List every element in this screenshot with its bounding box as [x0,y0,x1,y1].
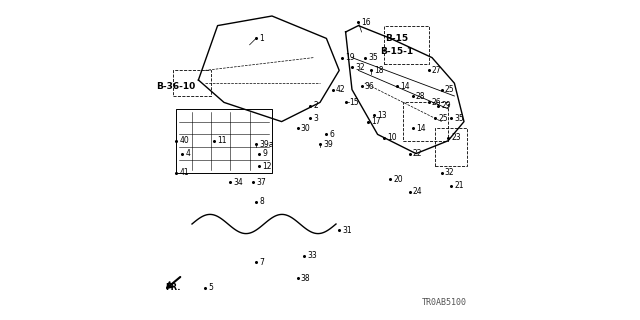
Text: 24: 24 [413,188,422,196]
Text: FR.: FR. [165,284,180,292]
Text: 35: 35 [368,53,378,62]
Text: 29: 29 [442,101,451,110]
Text: 14: 14 [400,82,410,91]
Text: 31: 31 [342,226,352,235]
Text: 16: 16 [362,18,371,27]
Text: 11: 11 [218,136,227,145]
Text: 1: 1 [259,34,264,43]
Text: 27: 27 [432,66,442,75]
Text: 13: 13 [378,111,387,120]
Bar [384,26,429,64]
Text: 28: 28 [416,92,426,100]
Text: 20: 20 [394,175,403,184]
Text: 15: 15 [349,98,358,107]
Text: 35: 35 [454,114,464,123]
Text: 25: 25 [445,85,454,94]
Text: 33: 33 [307,252,317,260]
Text: 22: 22 [413,149,422,158]
Text: 14: 14 [416,124,426,132]
Bar [435,128,467,166]
Text: 42: 42 [336,85,346,94]
Text: 3: 3 [314,114,319,123]
Text: 7: 7 [259,258,264,267]
Text: TR0AB5100: TR0AB5100 [422,298,467,307]
Text: 2: 2 [314,101,318,110]
Text: 30: 30 [301,124,310,132]
Text: B-36-10: B-36-10 [156,82,196,91]
Text: 34: 34 [234,178,243,187]
Text: 21: 21 [454,181,464,190]
Text: 32: 32 [355,63,365,72]
Text: 38: 38 [301,274,310,283]
Text: 12: 12 [262,162,272,171]
Text: 18: 18 [374,66,384,75]
Text: 10: 10 [387,133,397,142]
Text: 36: 36 [365,82,374,91]
Text: 32: 32 [445,168,454,177]
Text: 25: 25 [438,114,448,123]
Text: B-15-1: B-15-1 [380,47,413,56]
Text: 9: 9 [262,149,268,158]
Text: 41: 41 [179,168,189,177]
Bar [173,70,211,96]
Text: 17: 17 [371,117,381,126]
Text: 39: 39 [323,140,333,148]
Text: 39a: 39a [259,140,274,148]
Text: 26: 26 [432,98,442,107]
Text: 4: 4 [186,149,191,158]
Text: B-15: B-15 [385,34,408,43]
Text: 19: 19 [346,53,355,62]
Bar [403,102,448,141]
Text: 6: 6 [330,130,335,139]
Text: 40: 40 [179,136,189,145]
Text: 5: 5 [208,284,213,292]
Text: 37: 37 [256,178,266,187]
Text: 8: 8 [259,197,264,206]
Text: 23: 23 [451,133,461,142]
